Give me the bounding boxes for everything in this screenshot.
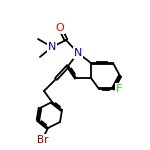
- Text: F: F: [116, 84, 122, 94]
- Text: N: N: [48, 42, 56, 52]
- Text: N: N: [74, 48, 82, 58]
- Text: Br: Br: [37, 135, 49, 145]
- Text: O: O: [56, 23, 64, 33]
